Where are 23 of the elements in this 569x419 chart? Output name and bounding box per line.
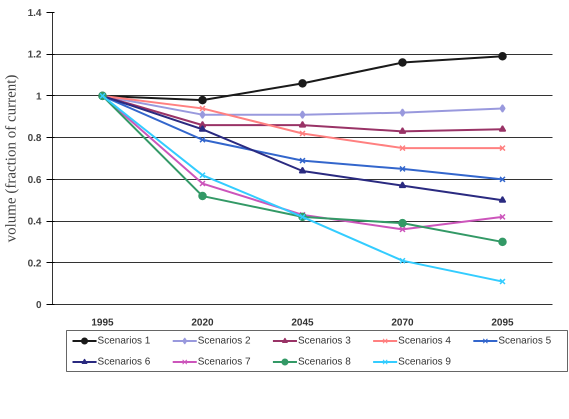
legend-label: Scenarios 2	[198, 336, 252, 346]
legend-label: Scenarios 6	[98, 356, 151, 368]
legend-label: Scenarios 7	[198, 356, 252, 368]
y-tick-label: 0.8	[28, 133, 42, 144]
x-tick-label: 2045	[291, 318, 314, 328]
y-axis-title: volume (fraction of current)	[4, 74, 20, 242]
y-tick-label: 0.2	[28, 258, 42, 270]
x-tick-label: 2020	[191, 318, 214, 328]
legend-label: Scenarios 1	[98, 336, 151, 346]
y-tick-label: 0.4	[28, 216, 42, 228]
legend-label: Scenarios 4	[398, 336, 452, 346]
x-tick-label: 2070	[391, 318, 414, 328]
x-tick-label: 2095	[491, 318, 514, 328]
legend-label: Scenarios 8	[298, 356, 352, 368]
y-tick-label: 1.4	[28, 8, 42, 19]
legend-label: Scenarios 9	[398, 356, 452, 368]
y-tick-label: 0.6	[28, 174, 42, 186]
legend-label: Scenarios 5	[498, 336, 552, 346]
y-tick-label: 1	[36, 91, 42, 102]
y-tick-label: 0	[36, 300, 42, 311]
x-tick-label: 1995	[91, 318, 114, 328]
legend-label: Scenarios 3	[298, 336, 352, 346]
y-tick-label: 1.2	[28, 50, 42, 61]
